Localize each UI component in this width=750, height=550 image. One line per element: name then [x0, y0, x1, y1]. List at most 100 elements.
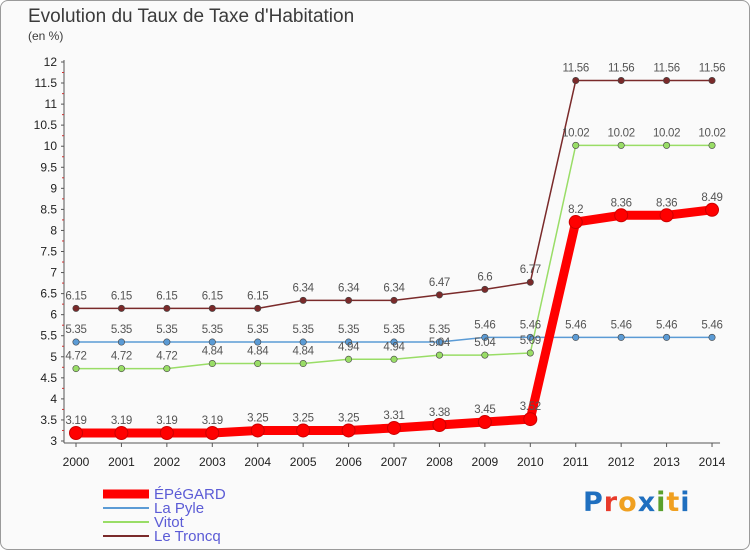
data-label: 4.84: [293, 346, 315, 358]
data-point: [572, 333, 580, 341]
data-label: 3.31: [383, 410, 404, 422]
y-tick-label: 6.5: [40, 287, 57, 301]
data-label: 3.19: [65, 415, 86, 427]
data-point: [163, 304, 171, 312]
x-tick-label: 2013: [653, 455, 680, 469]
data-point: [435, 338, 443, 346]
data-label: 3.45: [474, 404, 495, 416]
y-tick-label: 10: [44, 139, 58, 153]
y-tick-label: 4: [50, 392, 57, 406]
x-tick-label: 2004: [244, 455, 271, 469]
series-line-Le Troncq: [75, 79, 713, 310]
data-label: 5.35: [293, 324, 314, 336]
data-label: 6.15: [247, 290, 268, 302]
data-point: [387, 420, 402, 435]
logo-letter: i: [656, 487, 667, 518]
logo-letter: i: [680, 487, 691, 518]
data-label: 6.6: [477, 271, 492, 283]
data-label: 3.19: [202, 415, 223, 427]
logo-letter: x: [637, 487, 657, 518]
data-label: 4.84: [247, 346, 269, 358]
data-point: [299, 360, 307, 368]
data-label: 3.52: [520, 401, 541, 413]
data-label: 6.34: [293, 282, 315, 294]
logo-letter: P: [583, 487, 604, 518]
x-tick-label: 2008: [426, 455, 453, 469]
data-point: [526, 349, 534, 357]
data-label: 5.04: [474, 337, 496, 349]
x-tick-label: 2011: [563, 455, 589, 469]
data-point: [523, 412, 538, 427]
data-point: [345, 338, 353, 346]
data-point: [477, 415, 492, 430]
data-point: [163, 365, 171, 373]
data-label: 3.19: [111, 415, 132, 427]
data-label: 5.35: [111, 324, 132, 336]
y-tick-label: 11: [45, 97, 58, 111]
y-tick-label: 10.5: [34, 118, 58, 132]
y-tick-label: 12: [44, 55, 58, 69]
data-point: [435, 351, 443, 359]
data-label: 5.35: [338, 324, 359, 336]
data-point: [435, 291, 443, 299]
x-tick-label: 2000: [63, 455, 90, 469]
logo-letter: r: [603, 487, 619, 518]
data-point: [708, 77, 716, 85]
data-point: [663, 77, 671, 85]
data-label: 8.2: [568, 204, 583, 216]
logo-letter: o: [618, 487, 638, 518]
data-label: 6.15: [111, 290, 132, 302]
y-tick-label: 7.5: [40, 245, 57, 259]
data-label: 6.15: [156, 290, 177, 302]
data-point: [705, 202, 720, 217]
data-point: [72, 365, 80, 373]
data-label: 8.49: [701, 192, 722, 204]
y-tick-label: 3.5: [40, 413, 57, 427]
data-point: [614, 208, 629, 223]
x-tick-label: 2003: [199, 455, 226, 469]
legend-label: Vitot: [154, 514, 185, 531]
data-point: [432, 417, 447, 432]
legend-label: Le Troncq: [154, 528, 221, 545]
data-point: [72, 304, 80, 312]
data-label: 6.47: [429, 277, 450, 289]
data-point: [163, 338, 171, 346]
y-tick-label: 4.5: [40, 371, 57, 385]
data-point: [663, 141, 671, 149]
data-point: [663, 333, 671, 341]
y-tick-label: 5: [50, 350, 57, 364]
data-point: [299, 338, 307, 346]
data-label: 5.09: [520, 335, 541, 347]
data-label: 11.56: [608, 63, 634, 75]
data-label: 5.46: [656, 319, 677, 331]
data-point: [341, 423, 356, 438]
data-point: [254, 338, 262, 346]
y-tick-label: 9: [50, 181, 57, 195]
data-point: [390, 355, 398, 363]
data-point: [117, 338, 125, 346]
data-point: [250, 423, 265, 438]
y-tick-label: 6: [50, 308, 57, 322]
data-label: 5.35: [429, 324, 450, 336]
chart-subtitle: (en %): [28, 29, 64, 43]
data-point: [659, 208, 674, 223]
data-label: 11.56: [653, 63, 679, 75]
data-label: 4.72: [111, 351, 132, 363]
data-point: [617, 141, 625, 149]
x-tick-label: 2006: [335, 455, 362, 469]
data-point: [568, 215, 583, 230]
data-label: 3.19: [156, 415, 177, 427]
data-point: [526, 278, 534, 286]
data-label: 11.56: [563, 63, 589, 75]
data-label: 3.38: [429, 407, 450, 419]
x-tick-label: 2005: [290, 455, 317, 469]
data-point: [205, 425, 220, 440]
data-point: [617, 77, 625, 85]
y-tick-label: 8.5: [40, 202, 57, 216]
data-label: 5.35: [65, 324, 86, 336]
data-point: [617, 333, 625, 341]
data-point: [345, 296, 353, 304]
data-label: 4.94: [383, 341, 405, 353]
data-point: [117, 304, 125, 312]
